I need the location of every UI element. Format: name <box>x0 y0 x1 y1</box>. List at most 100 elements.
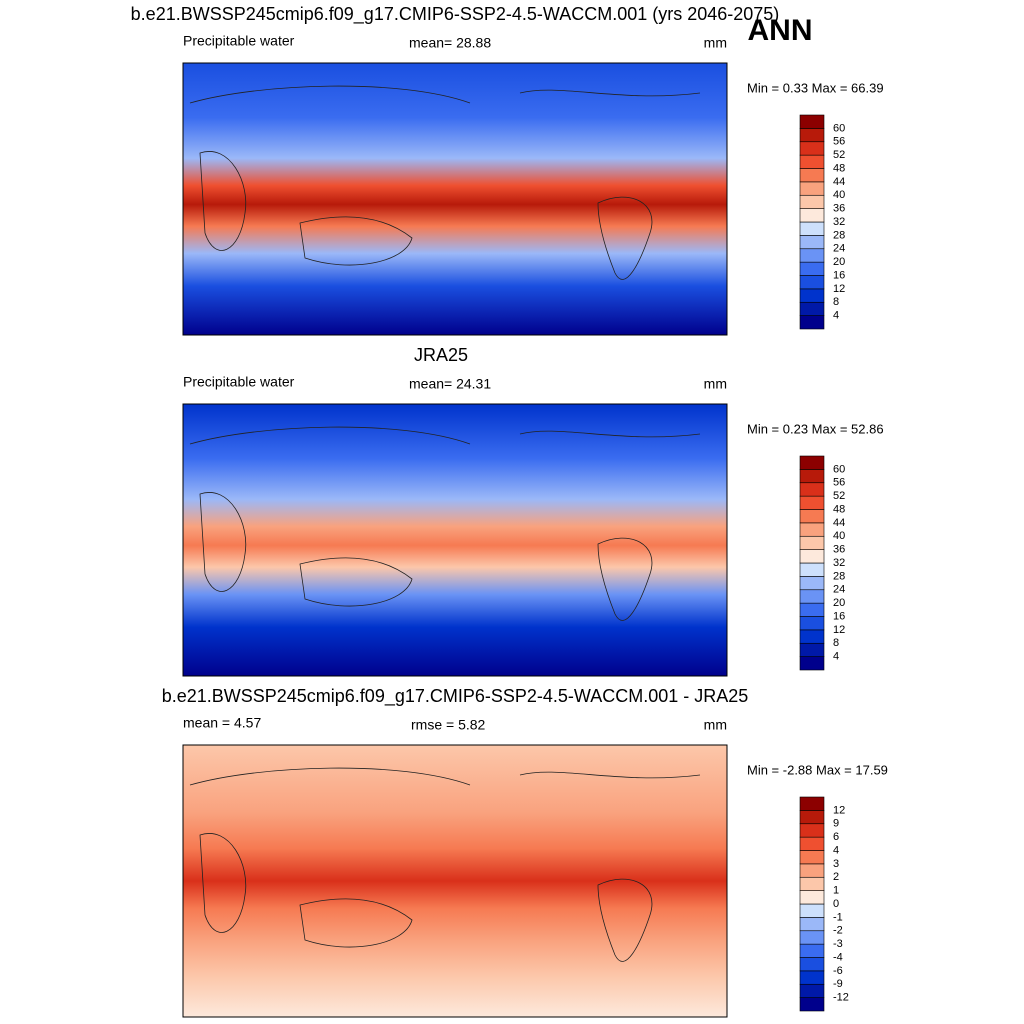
colorbar-box <box>799 221 825 236</box>
panel: b.e21.BWSSP245cmip6.f09_g17.CMIP6-SSP2-4… <box>131 4 884 336</box>
colorbar-label: -9 <box>833 978 843 990</box>
panel-title: JRA25 <box>414 345 468 365</box>
colorbar-label: 40 <box>833 530 845 542</box>
colorbar-box <box>799 930 825 945</box>
colorbar-box <box>799 836 825 851</box>
panel-center-label: mean= 28.88 <box>409 35 491 51</box>
map-field <box>183 63 727 335</box>
colorbar-box <box>799 301 825 316</box>
colorbar-label: 16 <box>833 610 845 622</box>
colorbar-box <box>799 863 825 878</box>
colorbar-box <box>799 616 825 631</box>
colorbar-label: 4 <box>833 651 839 663</box>
colorbar-label: 3 <box>833 858 839 870</box>
coastline <box>299 557 413 607</box>
colorbar-label: 20 <box>833 256 845 268</box>
colorbar-label: 2 <box>833 871 839 883</box>
map-frame <box>182 403 728 677</box>
colorbar-box <box>799 983 825 998</box>
colorbar-label: 20 <box>833 597 845 609</box>
coastline <box>199 492 247 592</box>
coastline <box>189 85 701 104</box>
colorbar-label: 48 <box>833 162 845 174</box>
colorbar-box <box>799 495 825 510</box>
colorbar-box <box>799 970 825 985</box>
colorbar-box <box>799 796 825 811</box>
colorbar-label: 24 <box>833 243 845 255</box>
colorbar-label: 40 <box>833 189 845 201</box>
colorbar-box <box>799 850 825 865</box>
colorbar-label: 8 <box>833 637 839 649</box>
colorbar-box <box>799 602 825 617</box>
panel: JRA25 Precipitable water mean= 24.31 mm Min … <box>182 345 884 677</box>
colorbar-box <box>799 141 825 156</box>
map-frame <box>182 62 728 336</box>
colorbar-box <box>799 957 825 972</box>
colorbar-label: 24 <box>833 584 845 596</box>
colorbar-label: 44 <box>833 176 845 188</box>
colorbar-box <box>799 656 825 671</box>
colorbar-label: 4 <box>833 310 839 322</box>
colorbar-label: 60 <box>833 463 845 475</box>
colorbar-box <box>799 114 825 129</box>
colorbar-label: -4 <box>833 951 843 963</box>
colorbar-box <box>799 589 825 604</box>
coastline <box>597 196 653 280</box>
colorbar-label: -1 <box>833 911 843 923</box>
panels: b.e21.BWSSP245cmip6.f09_g17.CMIP6-SSP2-4… <box>131 4 888 1018</box>
colorbar-label: 28 <box>833 570 845 582</box>
panel-title: b.e21.BWSSP245cmip6.f09_g17.CMIP6-SSP2-4… <box>131 4 780 25</box>
panel-units: mm <box>704 35 727 51</box>
map-frame <box>182 744 728 1018</box>
colorbar-label: 16 <box>833 269 845 281</box>
colorbar-label: 6 <box>833 831 839 843</box>
coastline <box>597 537 653 621</box>
panel-stats: Min = -2.88 Max = 17.59 <box>747 762 888 777</box>
colorbar-label: -3 <box>833 938 843 950</box>
panel-left-label: Precipitable water <box>183 374 295 390</box>
colorbar-label: 28 <box>833 229 845 241</box>
coastline <box>299 898 413 948</box>
panel-center-label: mean= 24.31 <box>409 376 491 392</box>
colorbar-box <box>799 535 825 550</box>
colorbar-box <box>799 629 825 644</box>
panel-left-label: Precipitable water <box>183 33 295 49</box>
colorbar-box <box>799 181 825 196</box>
colorbar-box <box>799 482 825 497</box>
colorbar-box <box>799 288 825 303</box>
colorbar-label: 4 <box>833 844 839 856</box>
season-title: ANN <box>748 14 813 47</box>
panel: b.e21.BWSSP245cmip6.f09_g17.CMIP6-SSP2-4… <box>162 686 888 1018</box>
colorbar-box <box>799 876 825 891</box>
coastline <box>189 426 701 445</box>
colorbar-box <box>799 194 825 209</box>
panel-stats: Min = 0.23 Max = 52.86 <box>747 421 884 436</box>
colorbar-label: 52 <box>833 149 845 161</box>
colorbar-label: 32 <box>833 557 845 569</box>
colorbar-label: 1 <box>833 885 839 897</box>
colorbar-label: 9 <box>833 818 839 830</box>
coastline <box>189 767 701 786</box>
colorbar-label: 56 <box>833 136 845 148</box>
colorbar-label: 56 <box>833 477 845 489</box>
colorbar-box <box>799 261 825 276</box>
colorbar-label: 52 <box>833 490 845 502</box>
colorbar-label: 44 <box>833 517 845 529</box>
colorbar-box <box>799 168 825 183</box>
colorbar-box <box>799 208 825 223</box>
colorbar-label: 12 <box>833 624 845 636</box>
coastline <box>299 216 413 266</box>
colorbar-box <box>799 275 825 290</box>
colorbar-box <box>799 549 825 564</box>
panel-left-label: mean = 4.57 <box>183 715 261 731</box>
colorbar-box <box>799 455 825 470</box>
colorbar-label: -2 <box>833 925 843 937</box>
colorbar-box <box>799 997 825 1012</box>
colorbar-box <box>799 810 825 825</box>
map-field <box>183 745 727 1017</box>
colorbar-box <box>799 315 825 330</box>
colorbar-box <box>799 943 825 958</box>
colorbar-label: 8 <box>833 296 839 308</box>
panel-stats: Min = 0.33 Max = 66.39 <box>747 80 884 95</box>
